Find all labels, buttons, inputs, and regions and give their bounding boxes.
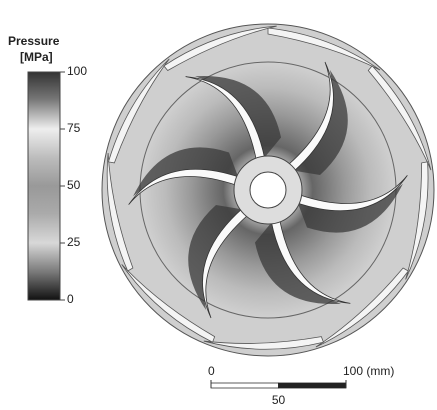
colorbar-tick-label: 25 bbox=[67, 235, 81, 249]
colorbar-tick-label: 0 bbox=[67, 292, 74, 306]
scale-label: 50 bbox=[272, 393, 286, 407]
scale-bar-white bbox=[211, 383, 279, 388]
scale-label: 100 (mm) bbox=[343, 364, 394, 378]
impeller bbox=[72, 0, 437, 381]
scale-bar-black bbox=[279, 383, 347, 388]
figure: Pressure [MPa] 0 25 50 75 100 0 100 (mm) 50 bbox=[0, 0, 437, 410]
colorbar-unit: [MPa] bbox=[20, 50, 53, 64]
hub bbox=[250, 172, 286, 208]
colorbar-title: Pressure bbox=[8, 34, 60, 48]
scale-label: 0 bbox=[208, 364, 215, 378]
colorbar-tick-label: 100 bbox=[67, 64, 87, 78]
colorbar bbox=[28, 72, 60, 300]
colorbar-tick-label: 50 bbox=[67, 178, 81, 192]
colorbar-tick-label: 75 bbox=[67, 121, 81, 135]
